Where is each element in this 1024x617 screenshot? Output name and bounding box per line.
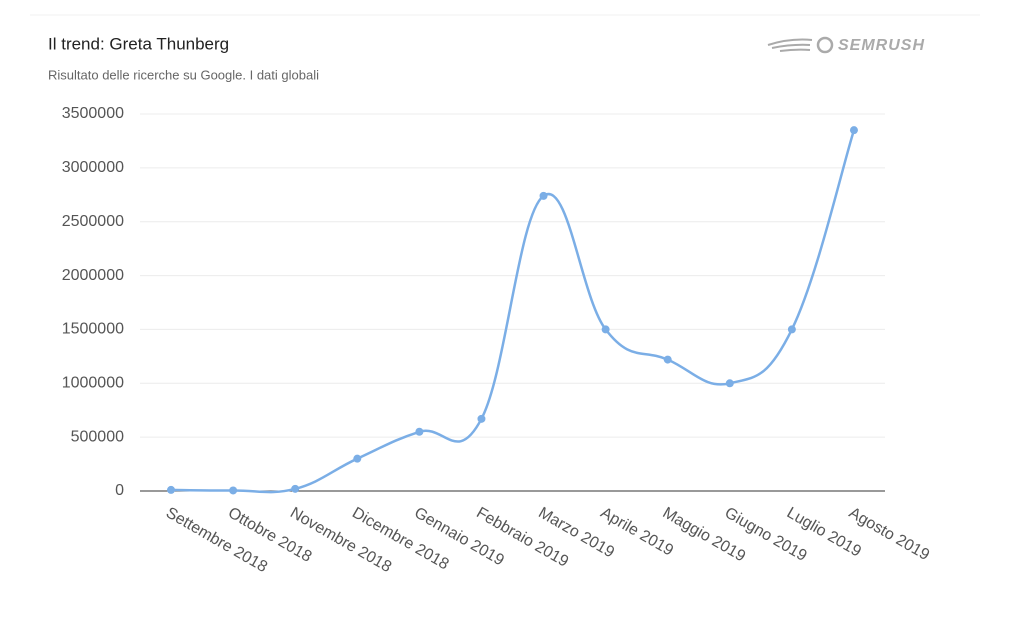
y-tick-label: 3500000 [62,105,124,122]
data-point [415,427,424,436]
logo-text: SEMRUSH [838,37,925,54]
data-point [167,485,176,494]
data-point [539,191,548,200]
y-tick-label: 1000000 [62,375,124,392]
y-tick-label: 3000000 [62,159,124,176]
logo-circle [816,36,834,54]
logo: SEMRUSH [767,36,925,54]
y-tick-label: 2000000 [62,267,124,284]
data-point [601,325,610,334]
data-point [353,454,362,463]
y-tick-label: 2500000 [62,213,124,230]
y-tick-label: 500000 [71,428,124,445]
data-point [229,486,238,495]
y-tick-label: 1500000 [62,321,124,338]
data-point [725,379,734,388]
data-point [477,414,486,423]
data-point [663,355,672,364]
y-tick-label: 0 [115,482,124,499]
chart-subtitle: Risultato delle ricerche su Google. I da… [48,67,319,82]
x-tick-label: Agosto 2019 [846,504,932,564]
series-line [171,129,856,494]
data-point [849,126,858,135]
chart-title: Il trend: Greta Thunberg [48,34,229,53]
logo-swoosh [767,38,813,52]
data-point [291,484,300,493]
data-point [787,325,796,334]
